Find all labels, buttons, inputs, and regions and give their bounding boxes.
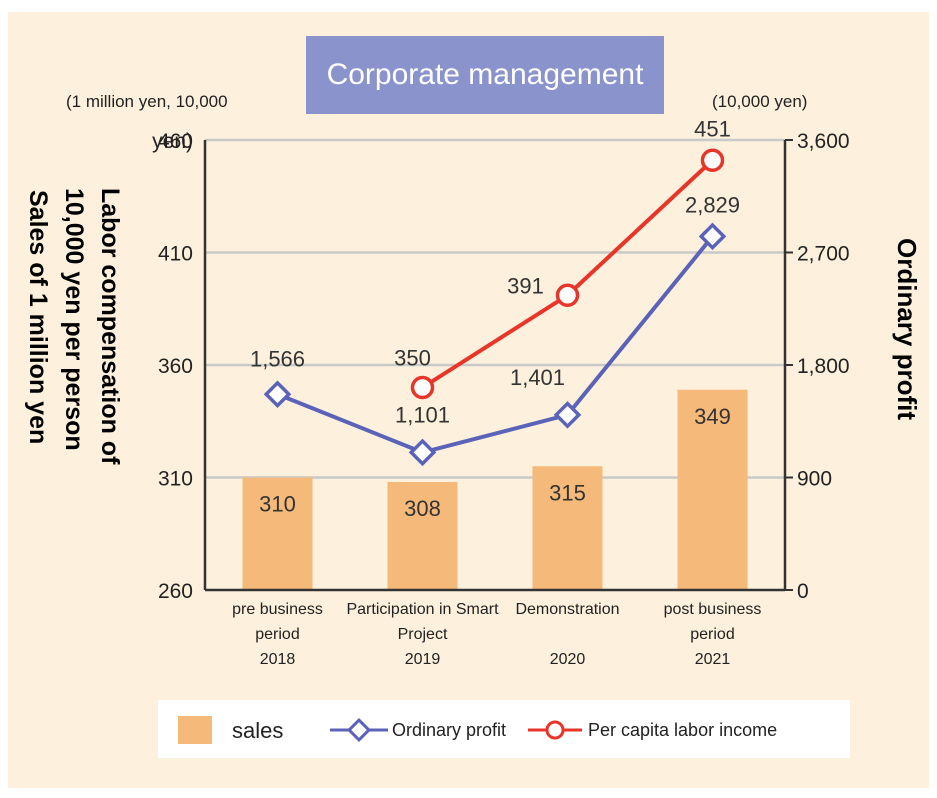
legend-sales-label: sales — [232, 718, 284, 743]
ordinary-profit-label: 1,101 — [395, 402, 450, 427]
line-ordinary-profit — [276, 235, 715, 455]
legend — [158, 700, 850, 758]
bar-value-label: 349 — [694, 404, 731, 429]
labor-income-label: 451 — [694, 116, 731, 141]
chart-title-box — [306, 36, 664, 114]
labor-income-label: 350 — [394, 346, 431, 371]
bar-value-label: 310 — [259, 492, 296, 517]
right-tick-label: 1,800 — [797, 355, 850, 378]
chart-frame — [8, 12, 929, 788]
bar-value-label: 308 — [404, 496, 441, 521]
bar-sales — [387, 482, 458, 590]
right-tick-label: 2,700 — [797, 243, 850, 266]
bar-sales — [242, 477, 313, 590]
left-tick-label: 260 — [158, 580, 193, 603]
category-label: Project — [398, 626, 448, 643]
left-axis-unit: (1 million yen, 10,000 — [66, 92, 228, 111]
point-ordinary-profit — [698, 222, 727, 251]
left-tick-label: 360 — [158, 355, 193, 378]
ordinary-profit-label: 2,829 — [685, 192, 740, 217]
left-unit-overlap: yen) — [152, 130, 193, 153]
bar-sales — [677, 389, 748, 590]
left-tick-label: 310 — [158, 468, 193, 491]
category-label: pre business — [232, 601, 323, 618]
ordinary-profit-label: 1,566 — [250, 346, 305, 371]
category-label: period — [255, 626, 299, 643]
point-ordinary-profit — [408, 438, 437, 467]
left-tick-label: 460 — [158, 130, 193, 153]
category-label: 2021 — [695, 651, 731, 668]
category-label: post business — [664, 601, 762, 618]
labor-income-label: 391 — [507, 273, 544, 298]
right-axis-unit: (10,000 yen) — [712, 92, 808, 111]
ordinary-profit-label: 1,401 — [510, 365, 565, 390]
legend-labor-income-label: Per capita labor income — [588, 720, 778, 740]
legend-ordinary-profit-label: Ordinary profit — [392, 720, 507, 740]
category-label: Demonstration — [515, 601, 619, 618]
legend-ordinary-profit-marker — [346, 717, 372, 743]
right-tick-label: 3,600 — [797, 130, 850, 153]
point-labor-income — [700, 148, 725, 172]
category-label: 2019 — [405, 651, 441, 668]
point-ordinary-profit — [263, 380, 292, 409]
category-label: period — [690, 626, 734, 643]
chart-title: Corporate management — [326, 58, 644, 91]
category-label: Participation in Smart — [346, 601, 499, 618]
bar-value-label: 315 — [549, 480, 586, 505]
right-tick-label: 0 — [797, 580, 809, 603]
left-tick-label: 410 — [158, 243, 193, 266]
legend-labor-income-marker — [545, 720, 565, 740]
category-label: 2018 — [260, 651, 296, 668]
point-ordinary-profit — [553, 401, 582, 429]
legend-sales-swatch — [178, 716, 212, 744]
category-label: 2020 — [550, 651, 586, 668]
right-tick-label: 900 — [797, 468, 832, 491]
point-labor-income — [410, 375, 435, 400]
point-labor-income — [555, 283, 580, 307]
bar-sales — [532, 466, 603, 590]
